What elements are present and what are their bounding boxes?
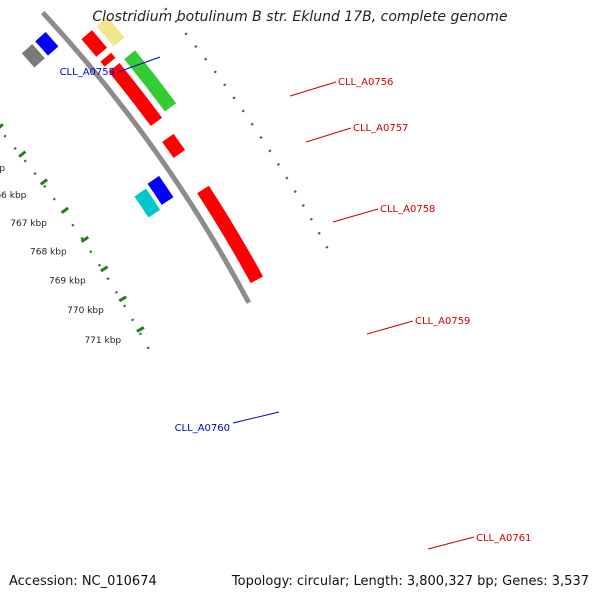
major-tick <box>0 123 4 129</box>
tick-label: 770 kbp <box>67 306 104 316</box>
accession-text: Accession: NC_010674 <box>9 574 157 589</box>
leader-line <box>366 320 414 335</box>
gene-feature-cll_a0761 <box>197 185 264 284</box>
gene-label-cll_a0756: CLL_A0756 <box>338 77 393 88</box>
leader-line <box>289 81 337 97</box>
tick-label: 765 kbp <box>0 164 5 174</box>
gene-label-cll_a0759: CLL_A0759 <box>415 316 470 327</box>
map-title: Clostridium botulinum B str. Eklund 17B,… <box>92 9 508 25</box>
gene-label-cll_a0761: CLL_A0761 <box>476 533 531 544</box>
gene-feature-cll_a0755 <box>35 31 59 56</box>
backbone-arc <box>40 10 252 304</box>
tick-label: 768 kbp <box>30 248 67 258</box>
gene-label-cll_a0760: CLL_A0760 <box>175 423 230 434</box>
tick-label: 771 kbp <box>84 336 121 346</box>
genome-summary-text: Topology: circular; Length: 3,800,327 bp… <box>231 574 589 589</box>
gene-feature-cll_a0755 <box>21 44 45 68</box>
major-tick <box>118 295 127 303</box>
gene-feature-cll_a0758 <box>124 50 177 112</box>
label-layer: CLL_A0755 CLL_A0756 CLL_A0757 CLL_A0758 CLL_… <box>60 56 531 550</box>
leader-line <box>332 208 379 223</box>
leader-line <box>305 127 352 143</box>
tick-label: 769 kbp <box>49 277 86 287</box>
major-tick <box>39 178 49 186</box>
major-tick <box>100 265 109 273</box>
gene-label-cll_a0757: CLL_A0757 <box>353 123 408 134</box>
gene-label-cll_a0758: CLL_A0758 <box>380 204 435 215</box>
gene-feature-cll_a0760a <box>134 188 161 218</box>
gene-label-cll_a0755: CLL_A0755 <box>60 67 115 78</box>
major-tick <box>80 235 90 243</box>
leader-line <box>117 56 161 73</box>
gene-feature-cll_a0758a <box>100 52 116 67</box>
backbone-layer <box>40 10 252 304</box>
major-tick <box>136 326 145 333</box>
tick-label: 766 kbp <box>0 191 27 201</box>
major-tick <box>60 206 69 214</box>
gene-feature-cll_a0757 <box>81 30 107 57</box>
leader-line <box>232 411 280 424</box>
gene-feature-cll_a0759 <box>162 133 186 159</box>
gene-feature-cll_a0758b <box>108 62 163 127</box>
gene-feature-cll_a0760 <box>147 175 174 205</box>
tick-label: 767 kbp <box>10 219 47 229</box>
feature-layer <box>21 17 264 284</box>
leader-line <box>427 536 475 550</box>
major-tick <box>18 150 27 158</box>
gene-feature-cll_a0756 <box>96 17 125 47</box>
